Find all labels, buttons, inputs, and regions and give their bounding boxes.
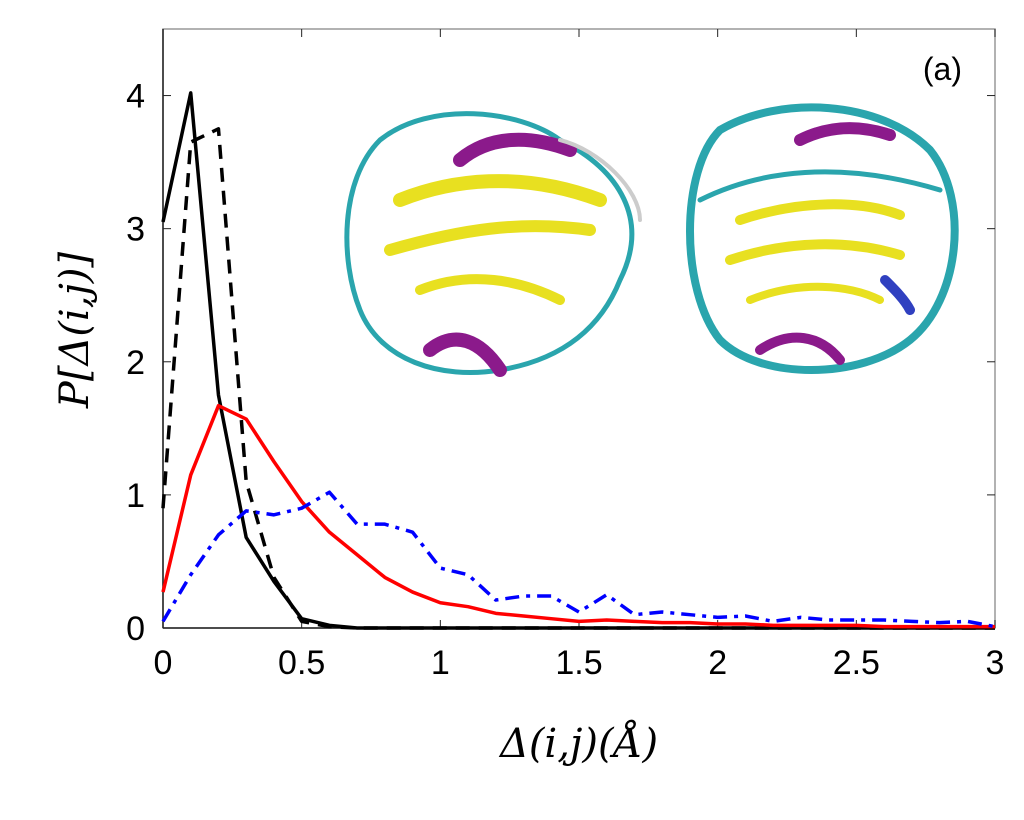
y-tick-label: 3 bbox=[126, 211, 145, 249]
y-tick-label: 4 bbox=[126, 78, 145, 116]
protein-structure-insets bbox=[344, 103, 959, 377]
x-axis-label: Δ(i,j)(Å) bbox=[498, 720, 658, 767]
x-tick-label: 1 bbox=[431, 644, 450, 682]
x-tick-label: 2.5 bbox=[833, 644, 880, 682]
series-line-blue-dashdot bbox=[161, 490, 996, 629]
y-tick-label: 0 bbox=[126, 610, 145, 648]
y-axis-label: P[Δ(i,j)] bbox=[52, 252, 98, 410]
x-tick-label: 1.5 bbox=[555, 644, 602, 682]
x-tick-label: 3 bbox=[986, 644, 1005, 682]
x-tick-label: 0 bbox=[154, 644, 173, 682]
protein-structure-ensemble bbox=[686, 103, 959, 374]
y-tick-label: 1 bbox=[126, 477, 145, 515]
series-line-black-dashed bbox=[161, 127, 995, 630]
x-tick-label: 0.5 bbox=[278, 644, 325, 682]
panel-label: (a) bbox=[923, 51, 962, 87]
x-tick-label: 2 bbox=[708, 644, 727, 682]
protein-structure-single bbox=[344, 111, 642, 377]
series-group bbox=[161, 91, 996, 630]
y-tick-label: 2 bbox=[126, 344, 145, 382]
series-line-red-solid bbox=[161, 403, 995, 629]
